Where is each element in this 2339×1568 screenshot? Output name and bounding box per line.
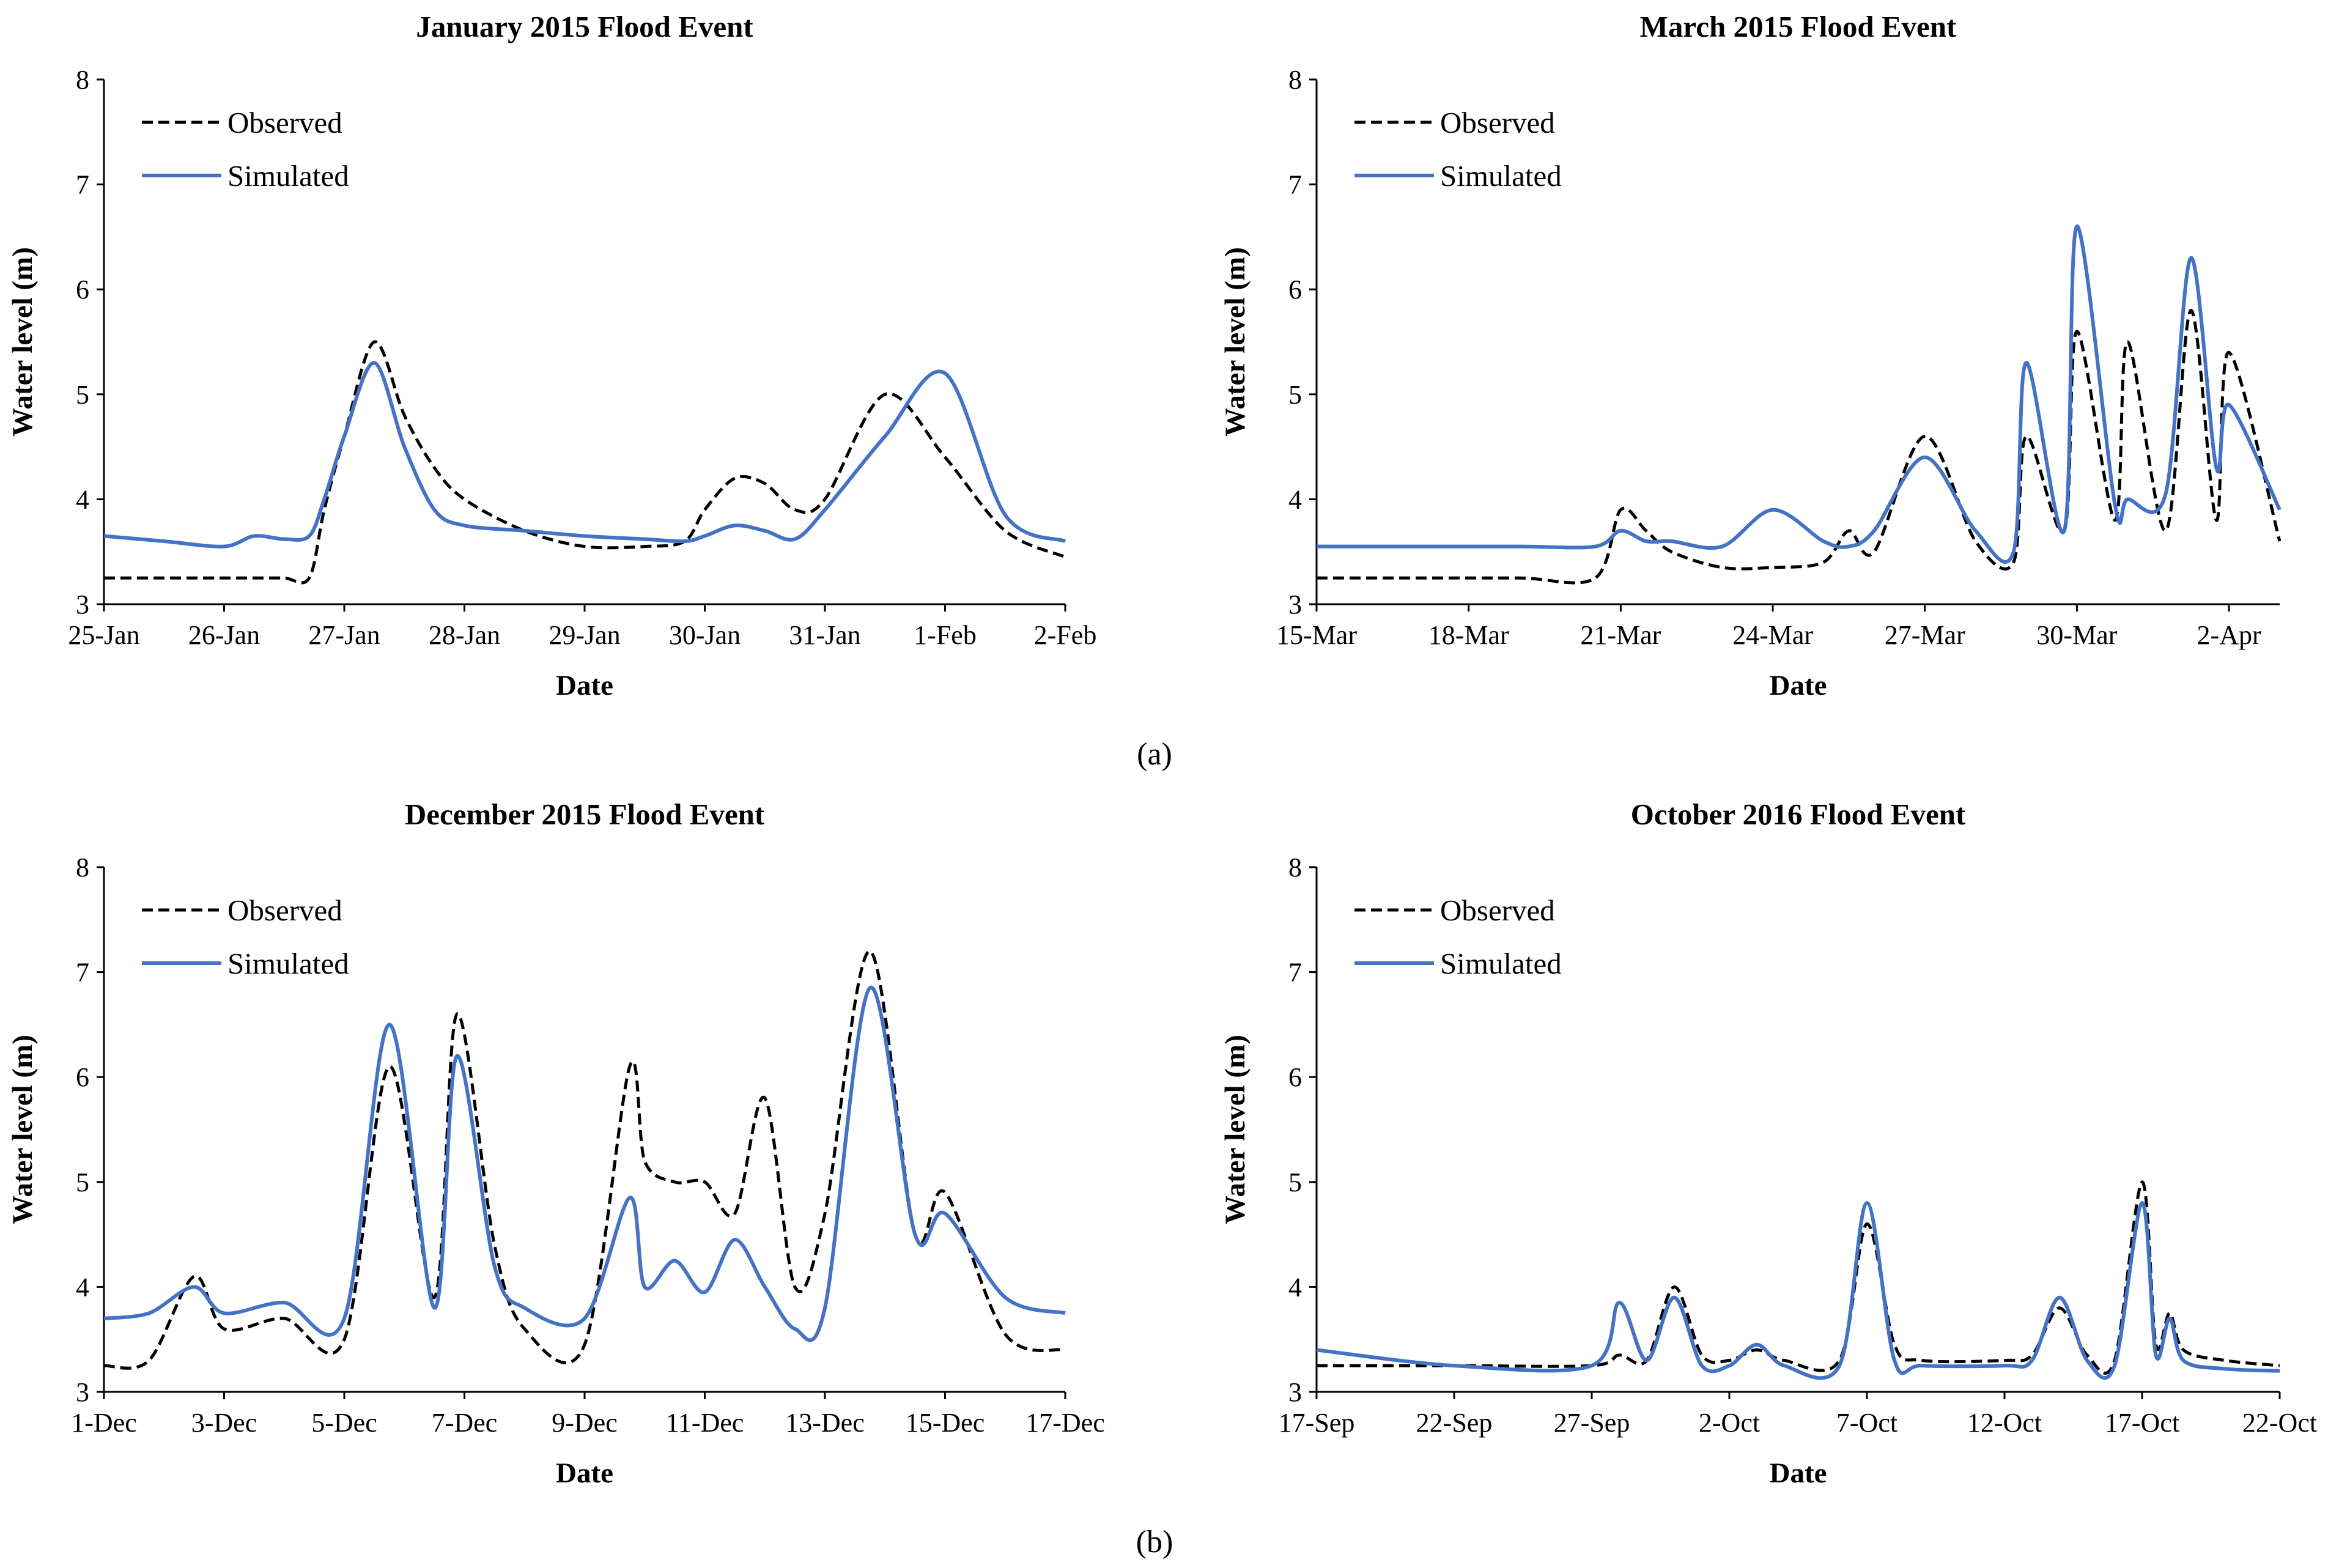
x-tick-label: 7-Dec bbox=[432, 1408, 498, 1438]
x-tick-label: 12-Oct bbox=[1967, 1408, 2042, 1438]
x-tick-label: 25-Jan bbox=[68, 620, 139, 650]
x-axis-label: Date bbox=[556, 1457, 613, 1489]
legend-label-observed: Observed bbox=[1440, 893, 1555, 927]
y-tick-label: 5 bbox=[1288, 1167, 1302, 1197]
legend-label-observed: Observed bbox=[227, 893, 342, 927]
panel-label-b: (b) bbox=[1136, 1525, 1173, 1559]
y-axis-label: Water level (m) bbox=[7, 1035, 39, 1224]
x-tick-label: 1-Feb bbox=[914, 620, 977, 650]
x-axis-label: Date bbox=[1770, 1457, 1827, 1489]
y-tick-label: 5 bbox=[1288, 380, 1302, 410]
x-tick-label: 13-Dec bbox=[785, 1408, 865, 1438]
y-tick-label: 6 bbox=[1288, 275, 1302, 305]
x-tick-label: 21-Mar bbox=[1580, 620, 1661, 650]
chart-title: March 2015 Flood Event bbox=[1640, 10, 1957, 43]
panel-label-a: (a) bbox=[1137, 737, 1172, 772]
y-tick-label: 7 bbox=[1288, 958, 1302, 988]
x-tick-label: 27-Mar bbox=[1885, 620, 1965, 650]
legend-label-simulated: Simulated bbox=[227, 159, 349, 193]
x-tick-label: 28-Jan bbox=[429, 620, 500, 650]
series-line-observed bbox=[1317, 308, 2282, 585]
y-tick-label: 7 bbox=[76, 958, 89, 988]
x-tick-label: 1-Dec bbox=[71, 1408, 137, 1438]
series-line-simulated bbox=[1316, 1201, 2280, 1380]
legend-label-simulated: Simulated bbox=[1440, 947, 1562, 980]
y-tick-label: 8 bbox=[76, 852, 89, 882]
y-tick-label: 4 bbox=[1288, 1272, 1302, 1302]
x-tick-label: 15-Dec bbox=[906, 1408, 985, 1438]
y-tick-label: 8 bbox=[1288, 65, 1302, 95]
chart-2: March 2015 Flood Event 3 4 5 6 7 8 15-Mar 18-Mar… bbox=[1219, 10, 2282, 701]
series-line-observed bbox=[104, 340, 1066, 585]
x-axis-label: Date bbox=[556, 670, 613, 701]
x-tick-label: 18-Mar bbox=[1428, 620, 1509, 650]
series-line-simulated bbox=[1316, 224, 2282, 564]
y-tick-label: 6 bbox=[76, 275, 89, 305]
y-tick-label: 3 bbox=[1288, 1377, 1302, 1407]
x-tick-label: 2-Feb bbox=[1034, 620, 1097, 650]
chart-3: December 2015 Flood Event 3 4 5 6 7 8 1-Dec 3-De… bbox=[7, 797, 1105, 1489]
y-axis-label: Water level (m) bbox=[7, 247, 39, 437]
x-tick-label: 27-Sep bbox=[1554, 1408, 1630, 1438]
chart-1: January 2015 Flood Event 3 4 5 6 7 8 25-Jan 26-J… bbox=[7, 10, 1096, 701]
y-tick-label: 4 bbox=[76, 484, 89, 514]
x-tick-label: 11-Dec bbox=[666, 1408, 744, 1438]
legend-label-simulated: Simulated bbox=[1440, 159, 1562, 193]
x-tick-label: 30-Jan bbox=[669, 620, 741, 650]
y-tick-label: 4 bbox=[76, 1272, 89, 1302]
x-tick-label: 17-Sep bbox=[1279, 1408, 1355, 1438]
y-tick-label: 8 bbox=[1288, 852, 1302, 882]
x-axis-label: Date bbox=[1770, 670, 1827, 701]
legend-label-observed: Observed bbox=[1440, 106, 1555, 139]
series-line-observed bbox=[1317, 1180, 2280, 1375]
x-tick-label: 5-Dec bbox=[311, 1408, 377, 1438]
series-line-simulated bbox=[103, 361, 1066, 549]
x-tick-label: 24-Mar bbox=[1732, 620, 1813, 650]
x-tick-label: 7-Oct bbox=[1836, 1408, 1897, 1438]
series-line-observed bbox=[103, 949, 1066, 1370]
y-tick-label: 3 bbox=[1288, 590, 1302, 619]
x-tick-label: 22-Sep bbox=[1416, 1408, 1493, 1438]
y-tick-label: 3 bbox=[76, 590, 89, 619]
y-tick-label: 7 bbox=[76, 170, 89, 200]
x-tick-label: 3-Dec bbox=[191, 1408, 257, 1438]
x-tick-label: 26-Jan bbox=[188, 620, 260, 650]
x-tick-label: 15-Mar bbox=[1276, 620, 1357, 650]
y-tick-label: 6 bbox=[76, 1062, 89, 1092]
x-tick-label: 2-Oct bbox=[1699, 1408, 1760, 1438]
chart-title: December 2015 Flood Event bbox=[405, 797, 765, 831]
x-tick-label: 30-Mar bbox=[2036, 620, 2117, 650]
y-tick-label: 6 bbox=[1288, 1062, 1302, 1092]
x-tick-label: 27-Jan bbox=[308, 620, 380, 650]
x-tick-label: 29-Jan bbox=[549, 620, 620, 650]
series-line-simulated bbox=[103, 985, 1066, 1342]
y-tick-label: 3 bbox=[76, 1377, 89, 1407]
legend-label-simulated: Simulated bbox=[227, 947, 349, 980]
x-tick-label: 22-Oct bbox=[2242, 1408, 2317, 1438]
chart-4: October 2016 Flood Event 3 4 5 6 7 8 17-Sep 22-S… bbox=[1219, 797, 2317, 1489]
legend-label-observed: Observed bbox=[227, 106, 342, 139]
chart-title: January 2015 Flood Event bbox=[416, 10, 753, 43]
x-tick-label: 17-Oct bbox=[2105, 1408, 2179, 1438]
x-tick-label: 31-Jan bbox=[789, 620, 860, 650]
y-tick-label: 5 bbox=[76, 1167, 89, 1197]
y-axis-label: Water level (m) bbox=[1219, 1035, 1251, 1224]
y-axis-label: Water level (m) bbox=[1219, 247, 1251, 437]
x-tick-label: 9-Dec bbox=[552, 1408, 618, 1438]
x-tick-label: 17-Dec bbox=[1025, 1408, 1105, 1438]
y-tick-label: 8 bbox=[76, 65, 89, 95]
chart-title: October 2016 Flood Event bbox=[1631, 797, 1966, 831]
y-tick-label: 7 bbox=[1288, 170, 1302, 200]
y-tick-label: 5 bbox=[76, 380, 89, 410]
x-tick-label: 2-Apr bbox=[2197, 620, 2261, 650]
y-tick-label: 4 bbox=[1288, 484, 1302, 514]
